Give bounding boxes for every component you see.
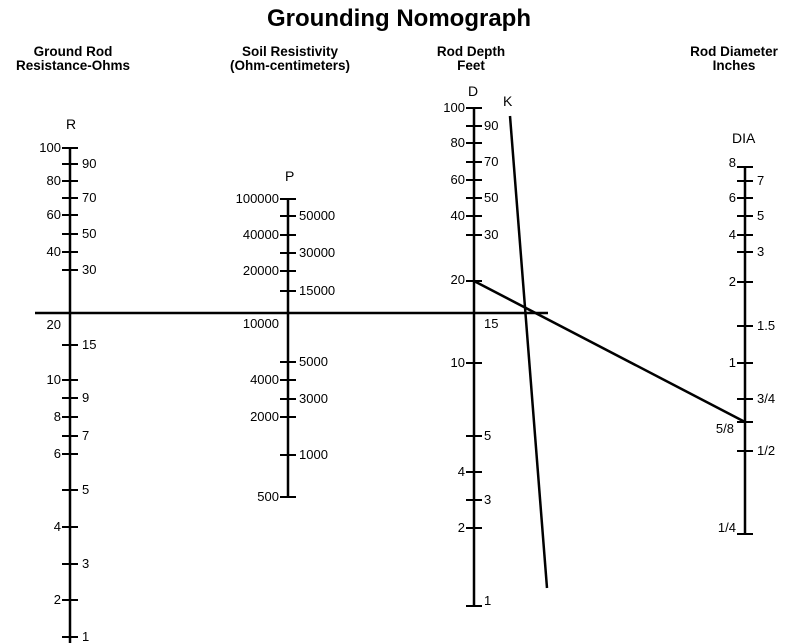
r-tick-label: 100 bbox=[39, 140, 61, 155]
dia-tick-label: 8 bbox=[729, 155, 736, 170]
d-tick-label: 5 bbox=[484, 428, 491, 443]
chart-title: Grounding Nomograph bbox=[267, 5, 531, 32]
d-tick-label: 100 bbox=[443, 100, 465, 115]
p-tick-label: 500 bbox=[257, 489, 279, 504]
dia-tick-label: 5/8 bbox=[716, 421, 734, 436]
d-axis-letter: D bbox=[468, 83, 478, 99]
p-tick-label: 1000 bbox=[299, 447, 328, 462]
soil-resistivity-header-line-1: Soil Resistivity bbox=[241, 44, 339, 59]
soil-resistivity-header: Soil Resistivity (Ohm-centimeters) bbox=[190, 45, 390, 73]
p-tick-label: 5000 bbox=[299, 354, 328, 369]
p-tick-label: 4000 bbox=[250, 372, 279, 387]
r-tick-label: 1 bbox=[82, 629, 89, 643]
d-tick-label: 10 bbox=[451, 355, 465, 370]
d-tick-label: 1 bbox=[484, 593, 491, 608]
r-tick-label: 80 bbox=[47, 173, 61, 188]
rod-depth-header-line-1: Rod Depth bbox=[436, 44, 506, 59]
dia-tick-label: 7 bbox=[757, 173, 764, 188]
dia-tick-label: 4 bbox=[729, 227, 736, 242]
r-tick-label: 2 bbox=[54, 592, 61, 607]
dia-axis-letter: DIA bbox=[732, 130, 756, 146]
d-tick-label: 40 bbox=[451, 208, 465, 223]
d-tick-label: 60 bbox=[451, 172, 465, 187]
d-tick-label: 70 bbox=[484, 154, 498, 169]
p-tick-label: 2000 bbox=[250, 409, 279, 424]
p-tick-label: 50000 bbox=[299, 208, 335, 223]
r-tick-label: 40 bbox=[47, 244, 61, 259]
p-tick-label: 10000 bbox=[243, 316, 279, 331]
dia-tick-label: 1.5 bbox=[757, 318, 775, 333]
dia-tick-label: 5 bbox=[757, 208, 764, 223]
dia-tick-label: 6 bbox=[729, 190, 736, 205]
r-tick-label: 10 bbox=[47, 372, 61, 387]
rod-diameter-header-line-2: Inches bbox=[712, 58, 756, 73]
p-tick-label: 20000 bbox=[243, 263, 279, 278]
dia-tick-label: 3/4 bbox=[757, 391, 775, 406]
rod-depth-header-line-2: Feet bbox=[457, 58, 485, 73]
d-tick-label: 20 bbox=[451, 272, 465, 287]
p-tick-label: 40000 bbox=[243, 227, 279, 242]
p-tick-label: 3000 bbox=[299, 391, 328, 406]
d-tick-label: 4 bbox=[458, 464, 465, 479]
r-tick-label: 90 bbox=[82, 156, 96, 171]
d-tick-label: 90 bbox=[484, 118, 498, 133]
depth-diameter-line bbox=[473, 279, 746, 424]
r-tick-label: 15 bbox=[82, 337, 96, 352]
rod-diameter-header-line-1: Rod Diameter bbox=[690, 44, 778, 59]
dia-tick-label: 1/2 bbox=[757, 443, 775, 458]
dia-tick-label: 1 bbox=[729, 355, 736, 370]
dia-tick-label: 2 bbox=[729, 274, 736, 289]
k-axis-letter: K bbox=[503, 93, 513, 109]
r-tick-label: 60 bbox=[47, 207, 61, 222]
ground-rod-header-line-1: Ground Rod bbox=[33, 44, 113, 59]
k-pivot-line bbox=[508, 115, 549, 589]
ground-rod-header-line-2: Resistance-Ohms bbox=[15, 58, 131, 73]
r-tick-label: 6 bbox=[54, 446, 61, 461]
rod-diameter-header: Rod Diameter Inches bbox=[634, 45, 798, 73]
p-tick-label: 15000 bbox=[299, 283, 335, 298]
d-scale: 100 80 60 40 20 10 4 2 90 70 50 30 15 5 … bbox=[443, 100, 498, 608]
r-tick-label: 7 bbox=[82, 428, 89, 443]
r-tick-label: 9 bbox=[82, 390, 89, 405]
d-tick-label: 2 bbox=[458, 520, 465, 535]
d-tick-label: 15 bbox=[484, 316, 498, 331]
r-tick-label: 8 bbox=[54, 409, 61, 424]
d-tick-label: 50 bbox=[484, 190, 498, 205]
r-tick-label: 50 bbox=[82, 226, 96, 241]
rod-depth-header: Rod Depth Feet bbox=[371, 45, 571, 73]
soil-resistivity-header-line-2: (Ohm-centimeters) bbox=[229, 58, 351, 73]
r-tick-label: 3 bbox=[82, 556, 89, 571]
r-tick-label: 70 bbox=[82, 190, 96, 205]
d-tick-label: 80 bbox=[451, 135, 465, 150]
r-tick-label: 4 bbox=[54, 519, 61, 534]
ground-rod-resistance-header: Ground Rod Resistance-Ohms bbox=[0, 45, 173, 73]
r-scale: 100 80 60 40 20 10 8 6 4 2 90 70 50 30 1… bbox=[39, 140, 96, 643]
dia-tick-label: 1/4 bbox=[718, 520, 736, 535]
r-tick-label: 20 bbox=[47, 317, 61, 332]
p-tick-label: 30000 bbox=[299, 245, 335, 260]
d-tick-label: 3 bbox=[484, 492, 491, 507]
dia-scale: 8 6 4 2 1 5/8 1/4 7 5 3 1.5 3/4 1/2 bbox=[716, 155, 775, 535]
p-scale: 100000 40000 20000 10000 4000 2000 500 5… bbox=[236, 191, 336, 504]
r-axis-letter: R bbox=[66, 116, 76, 132]
d-tick-label: 30 bbox=[484, 227, 498, 242]
p-axis-letter: P bbox=[285, 168, 294, 184]
dia-tick-label: 3 bbox=[757, 244, 764, 259]
r-tick-label: 30 bbox=[82, 262, 96, 277]
p-tick-label: 100000 bbox=[236, 191, 279, 206]
r-tick-label: 5 bbox=[82, 482, 89, 497]
